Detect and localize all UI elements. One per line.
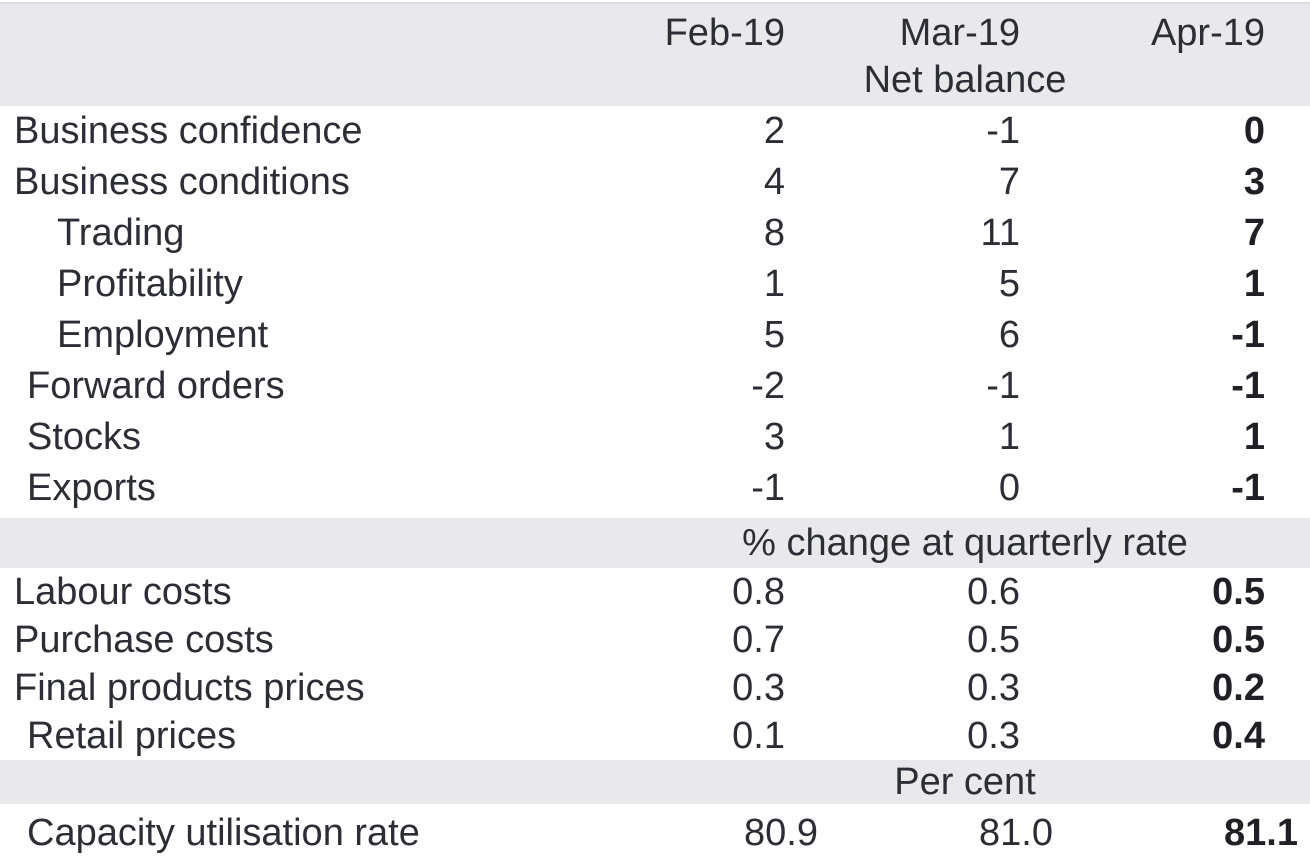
cell-feb: -1 [751,467,785,509]
cell-mar: 0.6 [967,571,1020,613]
row-label: Purchase costs [14,619,274,661]
cell-feb: 0.7 [732,619,785,661]
row-label: Trading [57,212,185,254]
cell-feb: 8 [763,212,785,254]
column-header-feb-19: Feb-19 [664,12,785,54]
column-header-apr-19: Apr-19 [1150,12,1265,54]
table-row-retail-prices: Retail prices 0.1 0.3 0.4 [0,712,1265,760]
cell-mar: 81.0 [979,812,1053,854]
row-label: Profitability [57,263,243,305]
table-row-business-confidence: Business confidence 2 -1 0 [0,106,1265,157]
table-header-band: Feb-19 Mar-19 Apr-19 Net balance [0,2,1310,106]
row-label: Retail prices [27,715,237,757]
unit-label-quarterly-rate: % change at quarterly rate [742,522,1188,564]
cell-mar: 0.5 [967,619,1020,661]
table-row-stocks: Stocks 3 1 1 [0,412,1265,463]
cell-apr: 0.5 [1212,619,1265,661]
row-label: Employment [57,314,269,356]
cell-feb: 2 [763,110,785,152]
row-label: Forward orders [27,365,285,407]
unit-label-net-balance: Net balance [863,59,1067,101]
cell-apr: 0.2 [1212,667,1265,709]
cell-mar: 1 [998,416,1020,458]
cell-feb: 3 [763,416,785,458]
row-label: Business confidence [14,110,363,152]
row-label: Labour costs [14,571,232,613]
cell-apr: 0.5 [1212,571,1265,613]
cell-feb: 4 [763,161,785,203]
cell-mar: -1 [986,365,1020,407]
table-row-profitability: Profitability 1 5 1 [0,259,1265,310]
table-row-business-conditions: Business conditions 4 7 3 [0,157,1265,208]
cell-mar: 7 [998,161,1020,203]
cell-apr: 0 [1243,110,1265,152]
cell-mar: -1 [986,110,1020,152]
column-header-row: Feb-19 Mar-19 Apr-19 [0,10,1265,56]
cell-feb: 0.8 [732,571,785,613]
table-row-exports: Exports -1 0 -1 [0,463,1265,514]
cell-mar: 5 [998,263,1020,305]
cell-mar: 6 [998,314,1020,356]
cell-apr: -1 [1231,365,1265,407]
cell-feb: 0.3 [732,667,785,709]
row-label: Business conditions [14,161,350,203]
cell-feb: 5 [763,314,785,356]
column-header-mar-19: Mar-19 [899,12,1020,54]
cell-apr: 0.4 [1212,715,1265,757]
cell-apr: 1 [1243,416,1265,458]
cell-feb: -2 [751,365,785,407]
cell-mar: 0 [998,467,1020,509]
cell-mar: 0.3 [967,667,1020,709]
table-row-capacity-utilisation-rate: Capacity utilisation rate 80.9 81.0 81.1 [0,804,1298,858]
cell-feb: 0.1 [732,715,785,757]
row-label: Capacity utilisation rate [27,812,420,854]
cell-mar: 11 [980,212,1020,254]
cell-feb: 80.9 [744,812,818,854]
table-row-forward-orders: Forward orders -2 -1 -1 [0,361,1265,412]
cell-apr: -1 [1231,467,1265,509]
row-label: Final products prices [14,667,365,709]
unit-label-per-cent: Per cent [894,761,1036,803]
cell-apr: 81.1 [1224,812,1298,854]
cell-mar: 0.3 [967,715,1020,757]
row-label: Stocks [27,416,142,458]
row-label: Exports [27,467,156,509]
table-row-purchase-costs: Purchase costs 0.7 0.5 0.5 [0,616,1265,664]
table-row-employment: Employment 5 6 -1 [0,310,1265,361]
table-row-labour-costs: Labour costs 0.8 0.6 0.5 [0,568,1265,616]
section-band-quarterly-rate: % change at quarterly rate [0,518,1310,568]
cell-apr: -1 [1231,314,1265,356]
cell-feb: 1 [763,263,785,305]
table-row-trading: Trading 8 11 7 [0,208,1265,259]
cell-apr: 3 [1243,161,1265,203]
section-band-per-cent: Per cent [0,760,1310,804]
table-row-final-products-prices: Final products prices 0.3 0.3 0.2 [0,664,1265,712]
cell-apr: 1 [1243,263,1265,305]
cell-apr: 7 [1243,212,1265,254]
